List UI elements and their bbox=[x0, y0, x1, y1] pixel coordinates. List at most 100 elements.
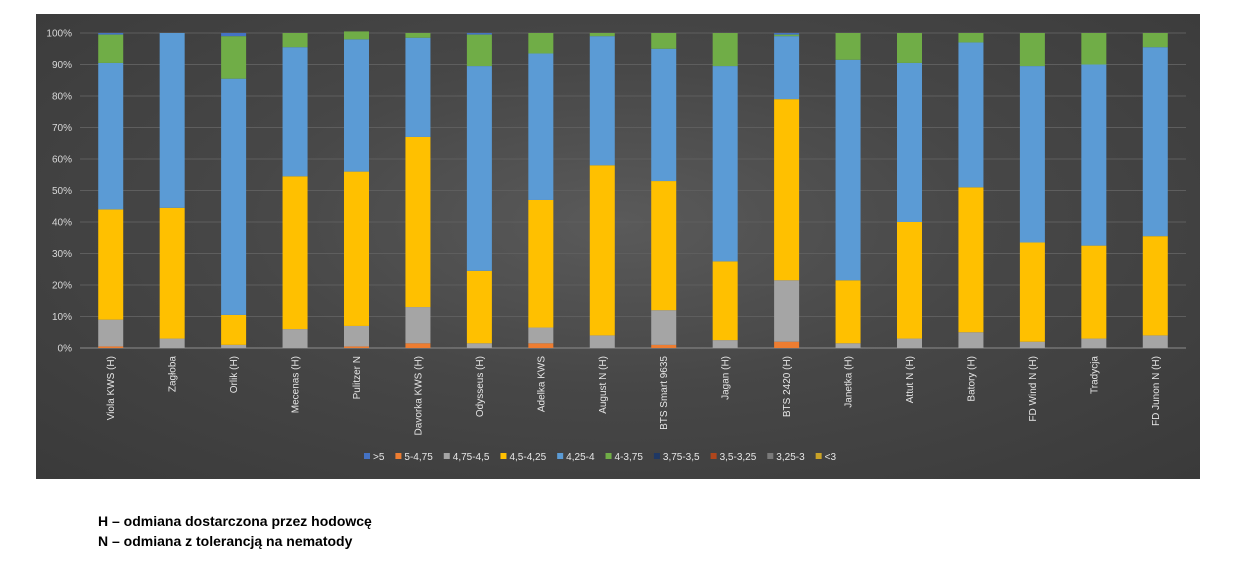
bar-segment bbox=[1019, 242, 1045, 342]
bar-segment bbox=[98, 62, 124, 210]
bar-segment bbox=[835, 33, 861, 60]
legend-label: <3 bbox=[825, 452, 837, 463]
legend-label: 3,25-3 bbox=[776, 452, 805, 463]
bar-segment bbox=[159, 338, 185, 348]
bar-segment bbox=[897, 33, 922, 63]
legend: >5 5-4,75 4,75-4,5 4,5-4,25 4,25-4 4-3,75 3,75… bbox=[364, 452, 836, 463]
bar-segment bbox=[344, 346, 369, 348]
bar-segment bbox=[712, 33, 738, 67]
bar-segment bbox=[774, 341, 800, 348]
y-tick-label: 10% bbox=[52, 312, 72, 323]
bar-segment bbox=[159, 207, 185, 339]
bar-segment bbox=[1019, 33, 1045, 67]
bar-segment bbox=[528, 343, 554, 348]
bar-segment bbox=[1081, 338, 1107, 348]
bar-segment bbox=[1019, 66, 1045, 243]
legend-label: 4,5-4,25 bbox=[509, 452, 546, 463]
legend-label: 4,75-4,5 bbox=[453, 452, 490, 463]
bars bbox=[98, 31, 1168, 348]
y-tick-label: 40% bbox=[52, 218, 72, 229]
legend-label: 4-3,75 bbox=[615, 452, 644, 463]
bar-segment bbox=[1142, 335, 1168, 348]
bar-segment bbox=[466, 33, 492, 35]
bar-segment bbox=[221, 36, 247, 79]
x-tick-label: Viola KWS (H) bbox=[106, 356, 117, 420]
bar-segment bbox=[774, 36, 800, 100]
x-tick-label: FD Wind N (H) bbox=[1028, 356, 1039, 422]
bar-segment bbox=[835, 280, 861, 344]
bar-segment bbox=[282, 33, 308, 48]
legend-label: >5 bbox=[373, 452, 385, 463]
bar-segment bbox=[651, 48, 677, 182]
bar-segment bbox=[528, 33, 554, 54]
bar-segment bbox=[589, 165, 615, 336]
bar-segment bbox=[958, 33, 984, 43]
y-tick-label: 80% bbox=[52, 92, 72, 103]
bar-segment bbox=[774, 34, 800, 37]
bar-segment bbox=[528, 199, 554, 328]
x-tick-label: Odysseus (H) bbox=[475, 356, 486, 417]
y-tick-label: 70% bbox=[52, 123, 72, 134]
bar-segment bbox=[897, 62, 922, 222]
y-axis-ticks: 0% 10% 20% 30% 40% 50% 60% 70% 80% 90% 100% bbox=[46, 29, 72, 355]
y-tick-label: 30% bbox=[52, 249, 72, 260]
legend-swatch bbox=[500, 453, 507, 459]
bar-segment bbox=[282, 329, 308, 348]
x-tick-label: August N (H) bbox=[598, 356, 609, 414]
bar-segment bbox=[98, 319, 124, 347]
x-tick-label: Janetka (H) bbox=[844, 356, 855, 408]
bar-segment bbox=[405, 37, 431, 137]
bar-segment bbox=[1142, 47, 1168, 237]
bar-segment bbox=[1081, 64, 1107, 246]
bar-segment bbox=[405, 343, 431, 348]
bar-segment bbox=[1019, 341, 1045, 348]
bar-segment bbox=[221, 33, 247, 37]
bar-segment bbox=[405, 136, 431, 308]
legend-swatch bbox=[395, 453, 402, 459]
bar-segment bbox=[589, 335, 615, 348]
bar-segment bbox=[282, 47, 308, 177]
x-tick-label: Mecenas (H) bbox=[291, 356, 302, 413]
legend-swatch bbox=[605, 453, 612, 459]
bar-segment bbox=[774, 99, 800, 281]
x-tick-label: Orlik (H) bbox=[229, 356, 240, 393]
legend-swatch bbox=[767, 453, 774, 459]
legend-label: 4,25-4 bbox=[566, 452, 595, 463]
bar-segment bbox=[897, 338, 922, 348]
bar-segment bbox=[405, 307, 431, 344]
bar-segment bbox=[344, 31, 369, 40]
bar-segment bbox=[897, 222, 922, 339]
gridlines bbox=[80, 32, 1186, 349]
legend-label: 3,75-3,5 bbox=[663, 452, 700, 463]
y-tick-label: 90% bbox=[52, 60, 72, 71]
bar-segment bbox=[221, 78, 247, 315]
bar-segment bbox=[528, 327, 554, 344]
bar-segment bbox=[528, 53, 554, 200]
bar-segment bbox=[712, 66, 738, 262]
bar-segment bbox=[466, 34, 492, 67]
x-tick-label: Davorka KWS (H) bbox=[413, 356, 424, 435]
bar-segment bbox=[774, 280, 800, 342]
bar-segment bbox=[651, 310, 677, 345]
bar-segment bbox=[466, 343, 492, 348]
x-tick-label: Jagan (H) bbox=[721, 356, 732, 400]
legend-label: 3,5-3,25 bbox=[720, 452, 757, 463]
note-hybrid: H – odmiana dostarczona przez hodowcę bbox=[98, 513, 372, 529]
y-tick-label: 20% bbox=[52, 281, 72, 292]
bar-segment bbox=[405, 33, 431, 38]
bar-segment bbox=[835, 343, 861, 348]
bar-segment bbox=[651, 344, 677, 348]
bar-segment bbox=[1142, 236, 1168, 336]
legend-label: 5-4,75 bbox=[404, 452, 433, 463]
bar-segment bbox=[98, 209, 124, 320]
bar-segment bbox=[958, 332, 984, 348]
y-tick-label: 0% bbox=[58, 344, 73, 355]
bar-segment bbox=[651, 181, 677, 311]
bar-segment bbox=[282, 176, 308, 330]
bar-segment bbox=[589, 33, 615, 37]
x-tick-label: Tradycja bbox=[1089, 356, 1100, 394]
x-tick-label: Batory (H) bbox=[966, 356, 977, 402]
x-tick-label: Adelka KWS bbox=[536, 356, 547, 412]
chart-panel: 0% 10% 20% 30% 40% 50% 60% 70% 80% 90% 100% Viola … bbox=[36, 14, 1200, 479]
bar-segment bbox=[1142, 33, 1168, 48]
